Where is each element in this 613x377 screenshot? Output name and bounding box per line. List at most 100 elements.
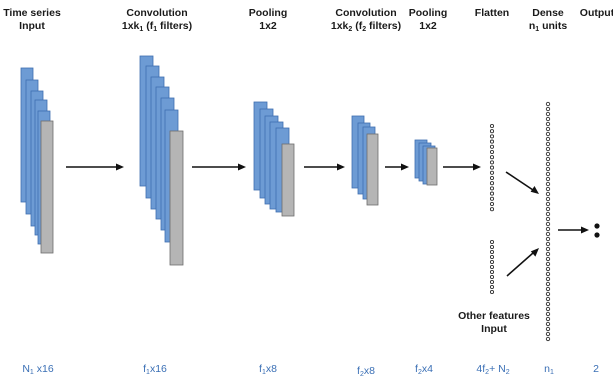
dense-neuron-43 <box>545 311 551 317</box>
dense-neuron-5 <box>545 121 551 127</box>
dense-neuron-36 <box>545 276 551 282</box>
dense-neuron-13 <box>545 161 551 167</box>
pool2-stack <box>414 139 438 186</box>
pool1-layer-6 <box>281 143 295 217</box>
dense-neuron-30 <box>545 246 551 252</box>
conv2-stack <box>351 115 379 206</box>
dim-conv2: f2x8 <box>357 365 375 377</box>
other-features-label-line2: Input <box>481 323 507 335</box>
arrow-other-to-dense <box>506 248 539 277</box>
dense-neuron-26 <box>545 226 551 232</box>
arrow-pool2-to-flatten <box>443 163 481 171</box>
other-feature-neuron-8 <box>489 274 495 280</box>
dense-neuron-20 <box>545 196 551 202</box>
dense-neuron-12 <box>545 156 551 162</box>
dim-pool1: f1x8 <box>259 363 277 376</box>
dense-neuron-8 <box>545 136 551 142</box>
header-conv2-line2: 1xk2 (f2 filters) <box>331 20 401 33</box>
other-feature-neuron-11 <box>489 289 495 295</box>
dense-neuron-4 <box>545 116 551 122</box>
header-pool2-line1: Pooling <box>409 7 448 19</box>
header-pool1-line2: 1x2 <box>259 20 277 32</box>
other-feature-neuron-6 <box>489 264 495 270</box>
dense-neuron-9 <box>545 141 551 147</box>
dense-neuron-24 <box>545 216 551 222</box>
arrow-conv1-to-pool1 <box>192 163 246 171</box>
output-units <box>594 223 600 238</box>
dim-flatten: 4f2+ N2 <box>476 363 509 376</box>
other-feature-neuron-4 <box>489 254 495 260</box>
header-dense-line2: n1 units <box>529 20 567 33</box>
arrow-dense-to-output <box>558 226 589 234</box>
dense-neuron-38 <box>545 286 551 292</box>
header-flatten: Flatten <box>475 7 509 19</box>
arrow-input-to-conv1 <box>66 163 124 171</box>
flow-arrows <box>66 163 589 277</box>
dense-neuron-15 <box>545 171 551 177</box>
dense-neuron-47 <box>545 331 551 337</box>
dense-neuron-11 <box>545 151 551 157</box>
dense-neuron-17 <box>545 181 551 187</box>
dim-output: 2 <box>593 363 599 375</box>
header-conv1-line1: Convolution <box>126 7 187 19</box>
dense-neuron-35 <box>545 271 551 277</box>
header-input-line2: Input <box>19 20 45 32</box>
flatten-neuron-16 <box>489 201 495 207</box>
dim-pool2: f2x4 <box>415 363 433 376</box>
conv1-stack <box>139 55 184 266</box>
input-stack <box>20 67 54 254</box>
other-features-label-line1: Other features <box>458 310 530 322</box>
dim-dense: n1 <box>544 363 554 376</box>
arrow-pool1-to-conv2 <box>304 163 345 171</box>
dense-neuron-31 <box>545 251 551 257</box>
other-feature-neuron-2 <box>489 244 495 250</box>
dense-neuron-46 <box>545 326 551 332</box>
flatten-neuron-15 <box>489 196 495 201</box>
header-output: Output <box>580 7 613 19</box>
dense-neuron-48 <box>545 336 551 342</box>
conv2-layer-4 <box>366 133 379 206</box>
flatten-neuron-1 <box>489 123 495 129</box>
dense-neuron-44 <box>545 316 551 322</box>
flatten-neuron-17 <box>489 207 495 212</box>
flatten-neuron-3 <box>489 134 495 139</box>
dense-neuron-28 <box>545 236 551 242</box>
dense-neuron-16 <box>545 176 551 182</box>
dense-neuron-37 <box>545 281 551 287</box>
flatten-neuron-10 <box>489 170 495 175</box>
other-feature-neuron-9 <box>489 279 495 285</box>
header-pool2-line2: 1x2 <box>419 20 437 32</box>
output-unit-2 <box>594 232 600 238</box>
conv1-layer-7 <box>169 130 184 266</box>
dense-neuron-19 <box>545 191 551 197</box>
other-feature-neuron-5 <box>489 259 495 265</box>
dense-neuron-25 <box>545 221 551 227</box>
flatten-neuron-2 <box>489 129 495 134</box>
dense-neuron-40 <box>545 296 551 302</box>
other-feature-neuron-3 <box>489 249 495 255</box>
dense-neuron-6 <box>545 126 551 132</box>
arrow-conv2-to-pool2 <box>385 163 409 171</box>
dense-neuron-39 <box>545 291 551 297</box>
flatten-neuron-9 <box>489 165 495 170</box>
dense-neuron-3 <box>545 111 551 117</box>
flatten-neuron-12 <box>489 181 495 186</box>
other-feature-neuron-10 <box>489 284 495 290</box>
dense-neuron-42 <box>545 306 551 312</box>
dense-neuron-1 <box>545 101 551 107</box>
pool1-stack <box>253 101 295 217</box>
dense-neuron-22 <box>545 206 551 212</box>
flatten-neuron-6 <box>489 149 495 155</box>
input-layer-6 <box>40 120 54 254</box>
dense-neuron-21 <box>545 201 551 207</box>
output-unit-1 <box>594 223 600 229</box>
arrow-flatten-to-dense <box>505 171 539 194</box>
other-feature-neuron-1 <box>489 239 495 245</box>
dense-neuron-10 <box>545 146 551 152</box>
dense-neuron-29 <box>545 241 551 247</box>
dense-neuron-45 <box>545 321 551 327</box>
dense-neuron-23 <box>545 211 551 217</box>
dense-neuron-27 <box>545 231 551 237</box>
dense-neurons <box>545 101 551 342</box>
